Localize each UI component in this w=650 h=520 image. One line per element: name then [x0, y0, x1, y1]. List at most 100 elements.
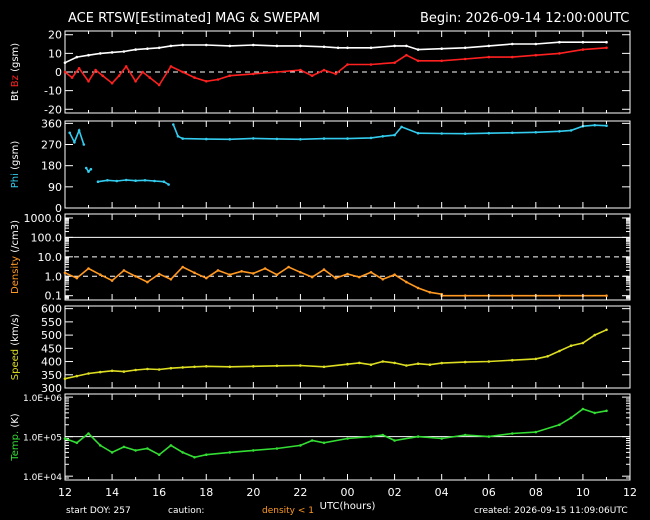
data-point [110, 369, 114, 373]
data-point [463, 57, 467, 61]
data-point [322, 45, 326, 49]
data-point [124, 65, 128, 68]
series-temp [64, 408, 607, 459]
data-point [162, 180, 166, 183]
data-point [393, 61, 396, 64]
data-point [322, 68, 326, 72]
data-point [110, 81, 114, 85]
data-point [143, 179, 147, 182]
data-point [581, 341, 585, 345]
data-point [181, 70, 184, 74]
data-point [369, 46, 373, 50]
data-point [463, 46, 467, 50]
y-tick-label: 400 [41, 356, 62, 369]
data-point [101, 74, 104, 77]
data-point [511, 131, 514, 135]
data-point [558, 40, 561, 44]
data-point [275, 364, 279, 368]
data-point [87, 80, 90, 83]
data-point [581, 48, 585, 51]
y-tick-label: 100.0 [31, 231, 63, 244]
data-point [487, 44, 491, 48]
data-point [381, 278, 385, 281]
data-point [134, 179, 137, 182]
data-point [89, 167, 93, 171]
data-point [75, 441, 79, 445]
data-point [605, 294, 608, 298]
data-point [322, 268, 326, 271]
data-point [581, 40, 585, 44]
x-tick-label: 16 [152, 486, 166, 499]
data-point [181, 137, 184, 140]
data-point [99, 52, 102, 55]
data-point [416, 59, 420, 63]
data-point [440, 437, 444, 440]
data-point [181, 366, 184, 369]
data-point [275, 273, 279, 277]
x-tick-label: 10 [576, 486, 590, 499]
data-point [299, 271, 302, 274]
data-point [346, 63, 349, 66]
data-point [511, 42, 514, 46]
created-time: created: 2026-09-15 11:09:06UTC [474, 506, 628, 516]
x-tick-label: 06 [482, 486, 496, 499]
data-point [110, 451, 114, 454]
start-doy: start DOY: 257 [66, 506, 131, 516]
data-point [228, 44, 232, 48]
series-phi [68, 128, 85, 145]
data-point [346, 362, 349, 366]
data-point [487, 435, 491, 438]
y-tick-label: -20 [44, 103, 62, 116]
data-point [393, 133, 396, 137]
data-point [205, 365, 208, 368]
data-point [146, 447, 149, 450]
data-point [511, 358, 514, 362]
data-point [99, 370, 102, 374]
data-point [68, 131, 71, 135]
data-point [96, 180, 100, 183]
data-point [63, 271, 67, 275]
data-point [605, 46, 608, 50]
data-point [94, 68, 97, 72]
data-point [122, 370, 126, 373]
data-point [581, 407, 585, 411]
data-point [110, 279, 114, 282]
data-point [346, 437, 349, 440]
data-point [193, 271, 196, 275]
data-point [487, 360, 491, 363]
y-tick-label: 10.0 [38, 251, 63, 264]
data-point [99, 273, 102, 277]
data-point [558, 52, 561, 55]
x-tick-label: 12 [623, 486, 637, 499]
data-point [405, 53, 408, 57]
data-point [440, 59, 444, 63]
y-tick-label: 20 [48, 29, 62, 42]
chart-title: ACE RTSW[Estimated] MAG & SWEPAM [68, 11, 320, 26]
data-point [569, 416, 573, 420]
data-point [115, 179, 119, 183]
data-point [134, 368, 137, 372]
data-point [405, 364, 408, 367]
data-point [75, 55, 79, 59]
y-tick-label: -10 [44, 85, 62, 98]
data-point [511, 55, 514, 59]
data-point [334, 276, 338, 280]
data-point [205, 43, 208, 47]
data-point [157, 368, 161, 371]
data-point [169, 278, 173, 281]
data-point [110, 51, 114, 54]
data-point [534, 42, 538, 46]
data-point [322, 441, 326, 445]
data-point [228, 273, 232, 277]
data-point [593, 333, 596, 337]
x-axis-label: UTC(hours) [320, 501, 376, 512]
data-point [252, 272, 255, 275]
data-point [463, 433, 467, 437]
data-point [369, 63, 373, 66]
data-point [381, 433, 385, 437]
x-tick-label: 18 [199, 486, 213, 499]
data-point [369, 136, 373, 140]
data-point [134, 275, 137, 278]
data-point [205, 80, 208, 83]
